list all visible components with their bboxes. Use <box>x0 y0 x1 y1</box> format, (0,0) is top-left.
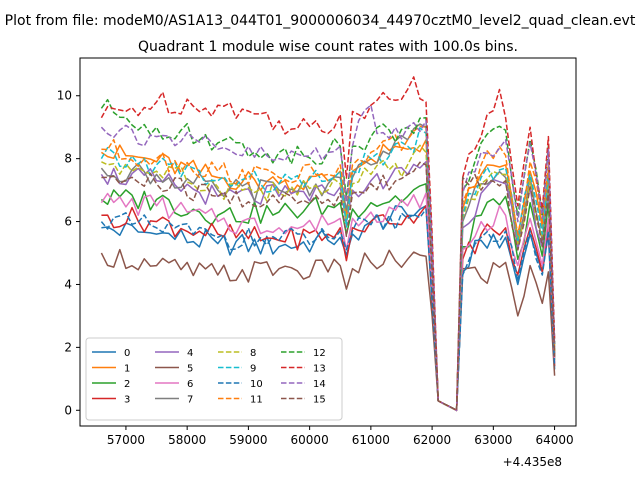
series-line-13 <box>100 76 556 412</box>
legend-label: 4 <box>187 348 193 359</box>
legend-label: 5 <box>187 364 193 375</box>
y-axis: 0 2 4 6 8 10 <box>57 89 80 417</box>
x-offset-label: +4.435e8 <box>503 455 562 469</box>
series-line-14 <box>100 104 556 412</box>
plot-frame <box>79 57 577 427</box>
series-line-5 <box>100 248 556 412</box>
legend-label: 15 <box>313 395 326 406</box>
legend-label: 8 <box>250 348 256 359</box>
legend-label: 1 <box>124 364 130 375</box>
series-line-8 <box>101 144 556 412</box>
y-tick-label: 2 <box>64 340 72 354</box>
y-tick-label: 10 <box>57 89 72 103</box>
x-tick-label: 61000 <box>352 433 390 447</box>
series-line-2 <box>100 183 556 412</box>
series-line-10 <box>100 208 556 412</box>
legend-label: 2 <box>124 379 130 390</box>
x-tick-label: 57000 <box>107 433 145 447</box>
x-tick-label: 59000 <box>229 433 267 447</box>
legend-box <box>85 337 343 421</box>
series-line-12 <box>100 98 556 412</box>
series-line-6 <box>100 192 556 412</box>
series-line-1 <box>100 139 556 412</box>
y-tick-label: 8 <box>64 152 72 166</box>
series-line-4 <box>100 161 556 412</box>
series-layer <box>100 76 556 412</box>
legend-label: 12 <box>313 348 326 359</box>
legend-label: 7 <box>187 395 193 406</box>
legend-label: 13 <box>313 364 326 375</box>
legend-label: 14 <box>313 379 326 390</box>
legend-label: 10 <box>250 379 263 390</box>
x-tick-label: 64000 <box>535 433 573 447</box>
y-tick-label: 6 <box>64 215 72 229</box>
legend-label: 9 <box>250 364 256 375</box>
series-line-15 <box>101 161 556 412</box>
series-line-11 <box>101 125 556 412</box>
x-axis: 57000 58000 59000 60000 61000 62000 63000 64000 <box>107 426 574 447</box>
legend-label: 6 <box>187 379 193 390</box>
x-tick-label: 60000 <box>291 433 329 447</box>
x-tick-label: 58000 <box>168 433 206 447</box>
y-tick-label: 0 <box>64 403 72 417</box>
chart-suptitle: Plot from file: modeM0/AS1A13_044T01_900… <box>5 13 636 29</box>
x-tick-label: 62000 <box>413 433 451 447</box>
legend-label: 11 <box>250 395 263 406</box>
legend-label: 3 <box>124 395 130 406</box>
y-tick-label: 4 <box>64 277 72 291</box>
x-tick-label: 63000 <box>474 433 512 447</box>
legend-label: 0 <box>124 348 130 359</box>
chart-title: Quadrant 1 module wise count rates with … <box>138 39 518 55</box>
